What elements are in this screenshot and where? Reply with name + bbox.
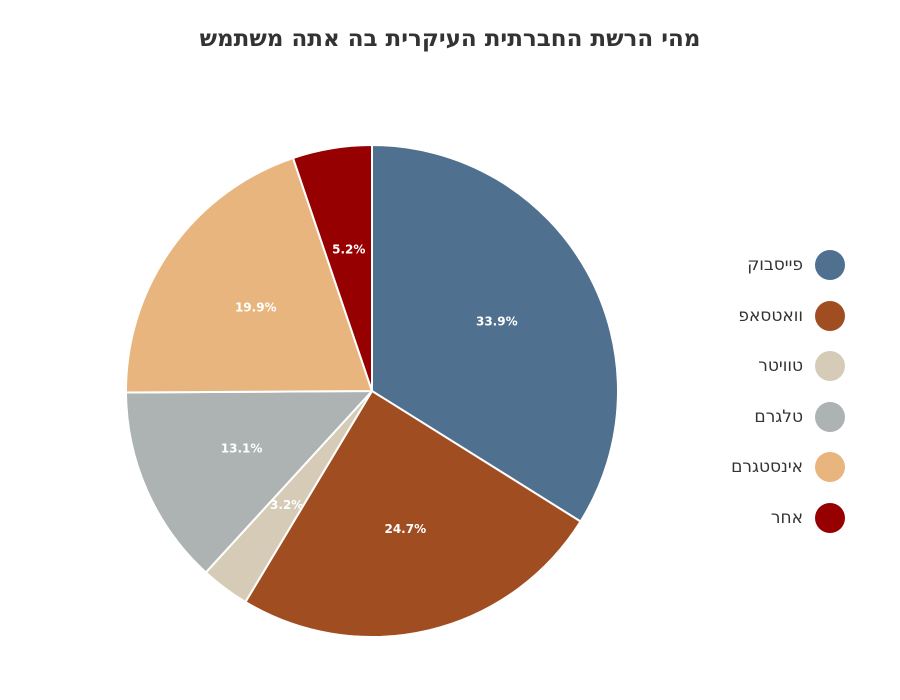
data-label-facebook: 33.9% (476, 314, 518, 328)
legend-label-facebook: פייסבוק (747, 255, 803, 275)
legend-swatch-twitter (815, 351, 845, 382)
legend-label-whatsapp: וואטסאפ (738, 305, 803, 326)
legend-swatch-instagram (815, 452, 845, 483)
legend-swatch-telegram (815, 401, 845, 432)
data-label-instagram: 19.9% (235, 301, 277, 315)
legend-label-instagram: אינסטגרם (731, 457, 803, 478)
legend-item-facebook[interactable]: פייסבוק (690, 248, 845, 282)
chart-legend: פייסבוק וואטסאפ טוויטר טלגרם אינסטגרם אח… (690, 248, 845, 552)
legend-label-telegram: טלגרם (754, 406, 803, 427)
legend-swatch-facebook (815, 250, 845, 280)
data-label-whatsapp: 24.7% (384, 522, 426, 536)
pie-slice-whatsapp[interactable] (244, 390, 582, 638)
pie-data-labels: 33.9% 24.7% 3.2% 13.1% 19.9% 5.2% (221, 243, 518, 537)
pie-slice-facebook[interactable] (371, 144, 619, 523)
pie-slice-other[interactable] (292, 144, 373, 392)
legend-item-other[interactable]: אחר (690, 501, 845, 535)
legend-item-twitter[interactable]: טוויטר (690, 349, 845, 383)
pie-slices (125, 144, 619, 638)
legend-label-twitter: טוויטר (758, 356, 803, 377)
data-label-twitter: 3.2% (270, 498, 303, 512)
legend-item-instagram[interactable]: אינסטגרם (690, 450, 845, 484)
pie-slice-instagram[interactable] (125, 157, 373, 394)
legend-item-telegram[interactable]: טלגרם (690, 400, 845, 434)
legend-label-other: אחר (770, 507, 803, 528)
legend-swatch-whatsapp (815, 300, 845, 331)
data-label-other: 5.2% (332, 243, 365, 257)
pie-slice-telegram[interactable] (125, 390, 373, 574)
legend-item-whatsapp[interactable]: וואטסאפ (690, 299, 845, 333)
data-label-telegram: 13.1% (221, 441, 263, 455)
chart-title: מהי הרשת החברתית העיקרית בה אתה משתמש (199, 26, 701, 52)
legend-swatch-other (815, 502, 845, 533)
